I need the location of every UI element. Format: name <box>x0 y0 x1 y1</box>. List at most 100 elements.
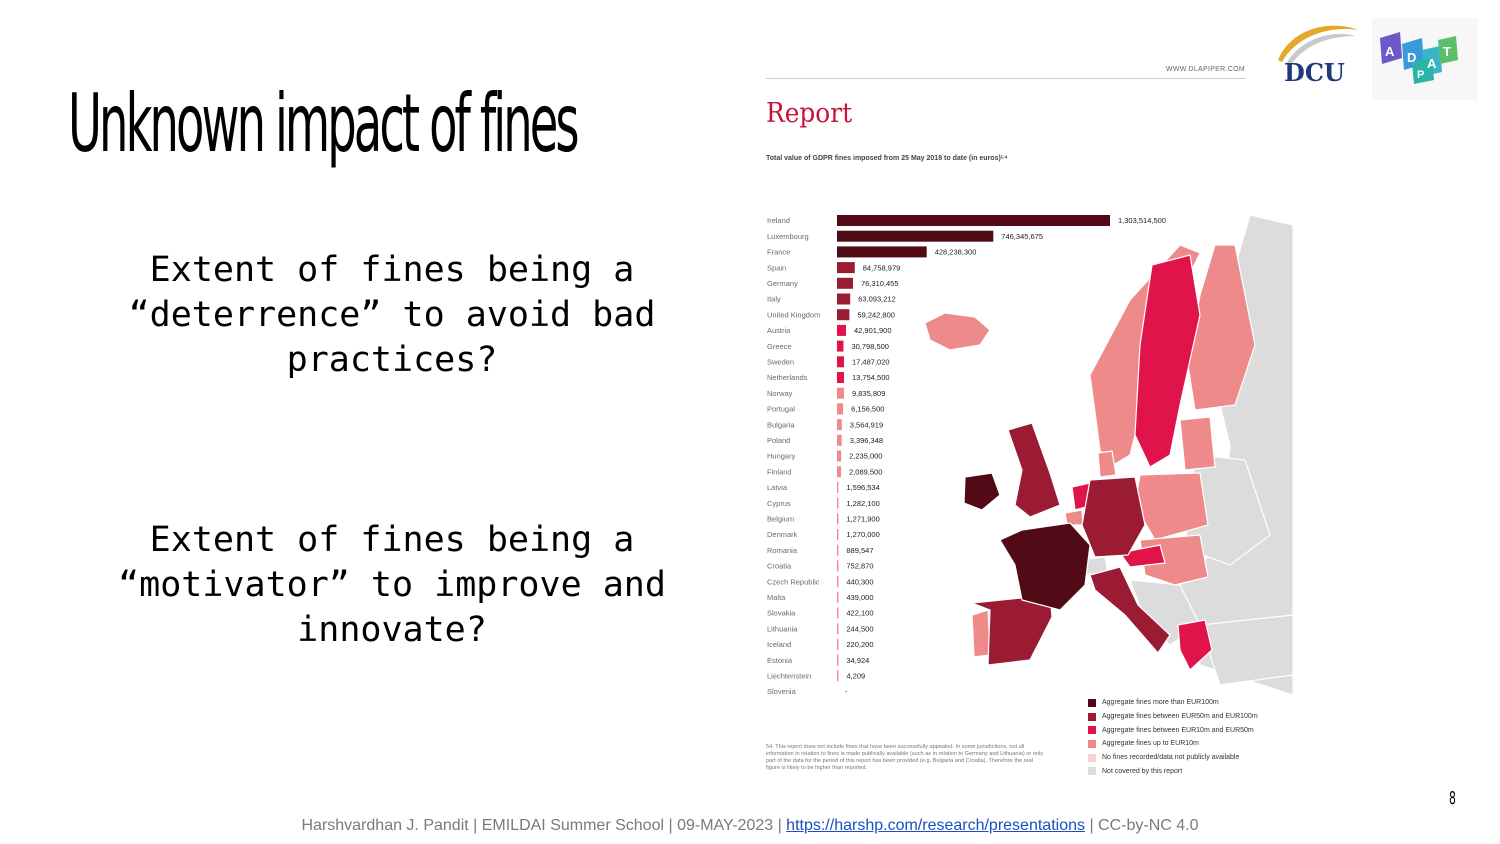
bar <box>837 230 994 242</box>
value-label: 2,235,000 <box>849 452 882 461</box>
category-label: France <box>767 248 790 257</box>
bar <box>837 497 839 509</box>
map-region-greece <box>1177 619 1213 671</box>
category-label: Iceland <box>767 640 791 649</box>
bar <box>837 434 842 446</box>
value-label: 1,270,000 <box>846 530 879 539</box>
category-label: Greece <box>767 342 792 351</box>
value-label: 428,238,300 <box>935 248 977 257</box>
bar <box>837 670 839 682</box>
value-label: 9,835,809 <box>852 389 885 398</box>
value-label: 440,300 <box>846 577 873 586</box>
legend-item: Aggregate fines between EUR50m and EUR10… <box>1088 710 1258 724</box>
category-label: Portugal <box>767 405 795 414</box>
adapt-logo-letter: P <box>1417 69 1424 81</box>
bar <box>837 277 853 289</box>
value-label: 220,200 <box>846 640 873 649</box>
value-label: 30,798,500 <box>851 342 889 351</box>
value-label: 3,564,919 <box>850 420 883 429</box>
slide-title: Unknown impact of fines <box>68 77 580 170</box>
category-label: Latvia <box>767 483 788 492</box>
value-label: 1,303,514,500 <box>1118 216 1166 225</box>
value-label: 6,156,500 <box>851 405 884 414</box>
bar <box>837 324 846 336</box>
bar <box>837 544 839 556</box>
legend-label: No fines recorded/data not publicly avai… <box>1102 754 1240 762</box>
map-region-france <box>999 522 1091 611</box>
category-label: United Kingdom <box>767 310 820 319</box>
report-footnote: 54. This report does not include fines t… <box>766 744 1044 771</box>
legend-item: Aggregate fines up to EUR10m <box>1088 737 1258 751</box>
category-label: Belgium <box>767 515 794 524</box>
category-label: Slovakia <box>767 609 796 618</box>
value-label: 4,209 <box>846 672 865 681</box>
chart-legend: Aggregate fines more than EUR100m Aggreg… <box>1088 696 1258 778</box>
bar <box>837 340 844 352</box>
legend-item: Not covered by this report <box>1088 764 1258 778</box>
category-label: Romania <box>767 546 798 555</box>
chart-subtitle: Total value of GDPR fines imposed from 2… <box>766 155 1008 162</box>
legend-swatch <box>1088 726 1096 735</box>
report-divider <box>766 78 1246 79</box>
category-label: Liechtenstein <box>767 672 811 681</box>
report-heading: Report <box>766 98 853 129</box>
category-label: Poland <box>767 436 790 445</box>
map-region-baltics <box>1179 416 1216 471</box>
map-region-austria <box>1118 544 1166 568</box>
category-label: Finland <box>767 467 792 476</box>
bar <box>837 419 842 431</box>
map-region-italy <box>1089 566 1171 654</box>
legend-swatch <box>1088 753 1096 762</box>
bar <box>837 638 839 650</box>
fines-chart: Ireland 1,303,514,500 Luxembourg 746,345,67… <box>767 214 1294 696</box>
adapt-logo-letter: A <box>1385 44 1395 59</box>
map-region-sweden <box>1134 254 1201 468</box>
dcu-logo-swoosh <box>1278 25 1358 66</box>
value-label: 422,100 <box>846 609 873 618</box>
footer-credits: Harshvardhan J. Pandit | EMILDAI Summer … <box>301 817 787 834</box>
question-motivator: Extent of fines being a “motivator” to i… <box>118 520 666 650</box>
adapt-logo: A D A P T <box>1372 18 1478 100</box>
category-label: Croatia <box>767 562 792 571</box>
legend-item: Aggregate fines more than EUR100m <box>1088 696 1258 710</box>
map-region-iceland <box>924 312 991 351</box>
category-label: Estonia <box>767 656 793 665</box>
bar <box>837 529 839 540</box>
bar <box>837 293 851 305</box>
presentations-link[interactable]: https://harshp.com/research/presentation… <box>786 817 1085 834</box>
value-label: 2,089,500 <box>849 467 882 476</box>
value-label: 746,345,675 <box>1001 232 1043 241</box>
category-label: Germany <box>767 279 798 288</box>
legend-swatch <box>1088 698 1096 707</box>
category-label: Austria <box>767 326 791 335</box>
page-number: 8 <box>1449 788 1456 809</box>
value-label: 59,242,800 <box>857 310 895 319</box>
value-label: 63,093,212 <box>858 295 896 304</box>
bar <box>837 654 839 666</box>
legend-item: Aggregate fines between EUR10m and EUR50… <box>1088 723 1258 737</box>
value-label: 3,396,348 <box>850 436 883 445</box>
category-label: Italy <box>767 295 781 304</box>
legend-label: Not covered by this report <box>1102 767 1183 775</box>
bar <box>837 576 839 588</box>
legend-item: No fines recorded/data not publicly avai… <box>1088 751 1258 765</box>
europe-map <box>924 214 1294 696</box>
value-label: 17,487,020 <box>852 358 890 367</box>
bar <box>837 481 839 493</box>
adapt-logo-letter: A <box>1427 56 1437 71</box>
bar <box>837 215 1110 226</box>
adapt-logo-letter: T <box>1443 44 1451 59</box>
bar <box>837 607 839 619</box>
category-label: Cyprus <box>767 499 791 508</box>
category-label: Slovenia <box>767 687 797 696</box>
category-label: Spain <box>767 263 786 272</box>
bar <box>837 466 842 478</box>
map-region-ireland <box>963 472 1001 511</box>
legend-label: Aggregate fines more than EUR100m <box>1102 699 1219 707</box>
question-deterrence: Extent of fines being a “deterrence” to … <box>128 250 656 380</box>
value-label: 76,310,455 <box>861 279 899 288</box>
map-region-denmark <box>1097 450 1117 478</box>
value-label: 439,000 <box>846 593 873 602</box>
footer-license: | CC-by-NC 4.0 <box>1085 817 1199 834</box>
value-label: 42,901,900 <box>854 326 892 335</box>
